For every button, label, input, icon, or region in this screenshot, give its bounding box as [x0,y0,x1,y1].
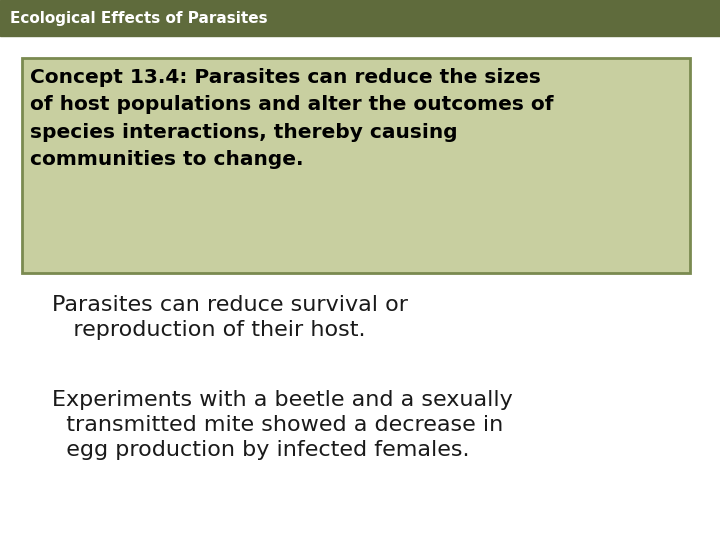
Text: Concept 13.4: Parasites can reduce the sizes
of host populations and alter the o: Concept 13.4: Parasites can reduce the s… [30,68,554,168]
FancyBboxPatch shape [22,58,690,273]
Bar [0,0,720,36]
Text: Ecological Effects of Parasites: Ecological Effects of Parasites [10,10,268,25]
Text: Parasites can reduce survival or
   reproduction of their host.: Parasites can reduce survival or reprodu… [52,295,408,340]
Text: Experiments with a beetle and a sexually
  transmitted mite showed a decrease in: Experiments with a beetle and a sexually… [52,390,513,460]
